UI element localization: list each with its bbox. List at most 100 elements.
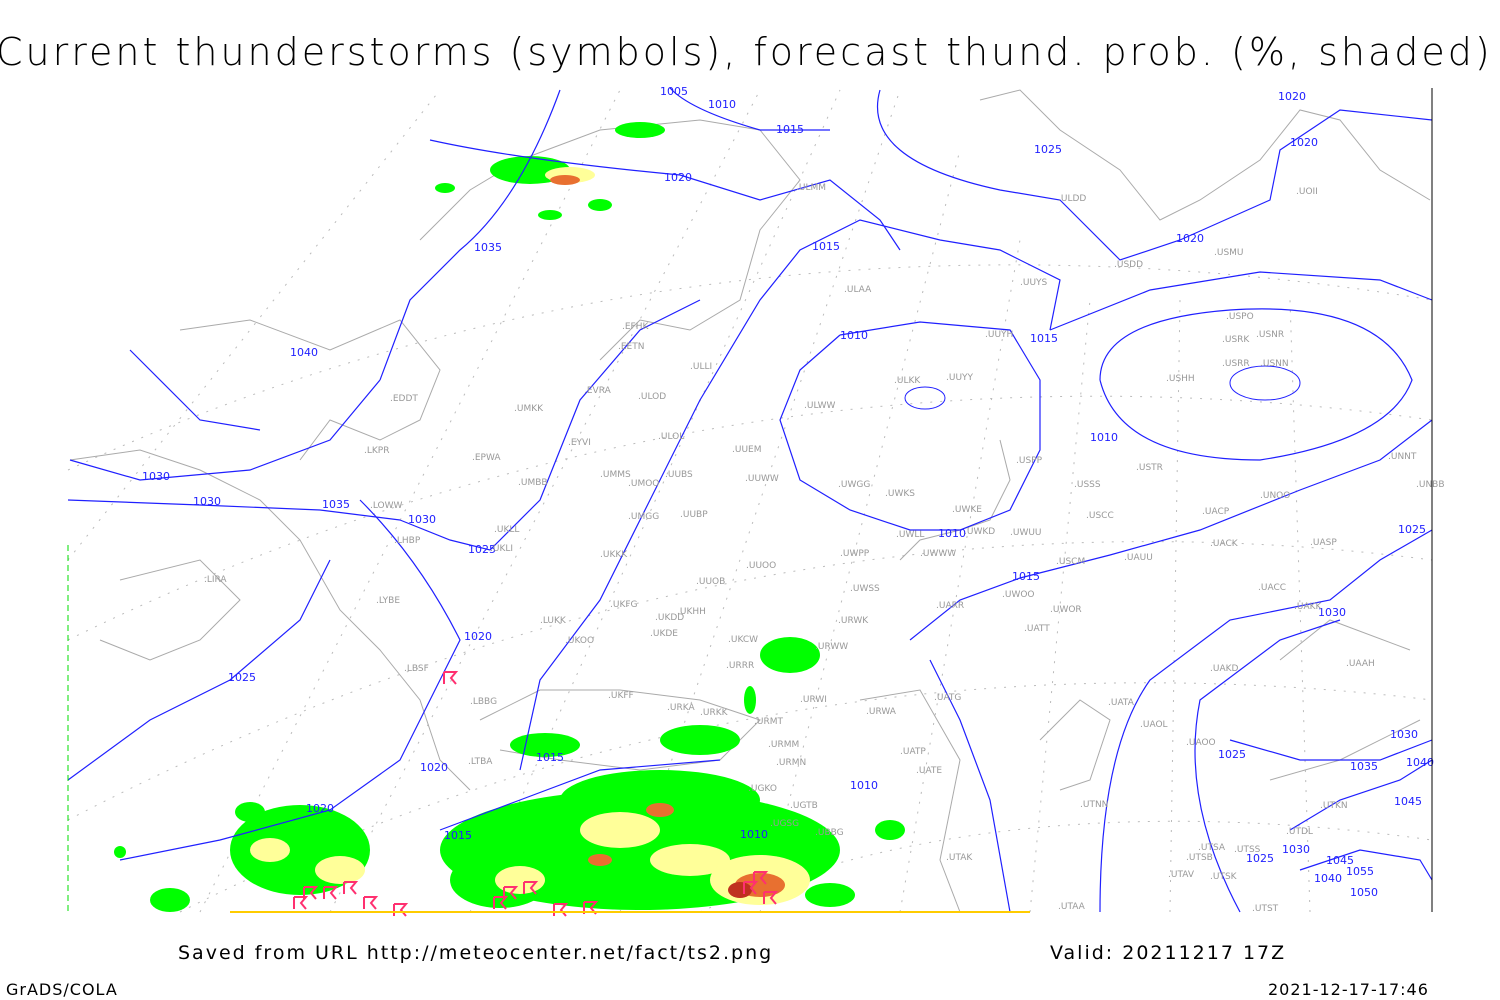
isobar-label: 1035 bbox=[1350, 760, 1378, 773]
isobar-label: 1020 bbox=[306, 802, 334, 815]
isobar-label: 1030 bbox=[408, 513, 436, 526]
isobar-label: 1025 bbox=[1034, 143, 1062, 156]
coastline bbox=[859, 689, 961, 913]
station-label: .URWW bbox=[815, 642, 848, 652]
station-label: .UTAK bbox=[946, 853, 973, 863]
station-label: .UKKK bbox=[600, 550, 628, 560]
thunderstorm-symbol bbox=[743, 881, 759, 895]
probability-area bbox=[615, 122, 665, 138]
probability-area bbox=[315, 856, 365, 884]
isobar-label: 1025 bbox=[1398, 523, 1426, 536]
isobar-label: 1020 bbox=[664, 171, 692, 184]
isobar-label: 1030 bbox=[193, 495, 221, 508]
isobar-line bbox=[399, 299, 701, 551]
coastline bbox=[99, 559, 241, 661]
station-label: .UGSG bbox=[770, 819, 799, 829]
station-label: .UMKK bbox=[514, 404, 544, 414]
graticule-line bbox=[899, 239, 1021, 913]
isobar-label: 1005 bbox=[660, 85, 688, 98]
station-label: .UASP bbox=[1310, 538, 1337, 548]
station-label: .EDDT bbox=[390, 394, 418, 404]
station-label: .UAOO bbox=[1186, 738, 1216, 748]
probability-area bbox=[660, 725, 740, 755]
isobar-label: 1020 bbox=[464, 630, 492, 643]
station-label: .URKK bbox=[700, 708, 729, 718]
station-label: .UWWW bbox=[920, 549, 956, 559]
probability-area bbox=[588, 854, 612, 866]
isobar-label: 1035 bbox=[474, 241, 502, 254]
isobar-label: 1015 bbox=[776, 123, 804, 136]
isobar-label: 1015 bbox=[812, 240, 840, 253]
isobar-label: 1020 bbox=[1278, 90, 1306, 103]
station-label: .USCM bbox=[1056, 557, 1085, 567]
station-label: .UATE bbox=[916, 766, 942, 776]
station-label: .LBSF bbox=[404, 664, 429, 674]
station-label: .LOWW bbox=[370, 501, 403, 511]
graticule-line bbox=[1289, 299, 1311, 913]
map-title: Current thunderstorms (symbols), forecas… bbox=[0, 30, 1493, 74]
isobar-label: 1030 bbox=[1390, 728, 1418, 741]
isobar-label: 1025 bbox=[1218, 748, 1246, 761]
isobar-label: 1030 bbox=[1318, 606, 1346, 619]
station-label: .ULDD bbox=[1058, 194, 1086, 204]
thunderstorm-symbols bbox=[293, 671, 779, 917]
station-label: .UUYH bbox=[985, 330, 1013, 340]
isobar-label: 1015 bbox=[1030, 332, 1058, 345]
station-label: .USPO bbox=[1226, 312, 1254, 322]
station-label: .UWSS bbox=[850, 584, 880, 594]
station-label: .UWKS bbox=[885, 489, 915, 499]
station-label: .URKA bbox=[667, 703, 695, 713]
station-label: .UWOR bbox=[1050, 605, 1082, 615]
station-label: .UTST bbox=[1252, 904, 1279, 914]
thunderstorm-symbol bbox=[523, 881, 539, 895]
station-label: .UWLL bbox=[896, 530, 924, 540]
station-label: .UGTB bbox=[790, 801, 818, 811]
station-label: .UTSS bbox=[1234, 845, 1261, 855]
station-label: .UMGG bbox=[628, 512, 659, 522]
station-label: .UTSB bbox=[1186, 853, 1213, 863]
station-label: .UUBS bbox=[665, 470, 693, 480]
station-label: .EVRA bbox=[584, 386, 612, 396]
station-label: .UTSA bbox=[1198, 843, 1226, 853]
station-label: .LIRA bbox=[204, 575, 227, 585]
station-label: .UUEM bbox=[732, 445, 762, 455]
isobar-line bbox=[379, 89, 561, 381]
thunderstorm-symbol bbox=[393, 903, 409, 917]
isobar-label: 1010 bbox=[740, 828, 768, 841]
isobar-line bbox=[1049, 271, 1433, 331]
isobar-line bbox=[1229, 739, 1433, 761]
station-label: .UUWW bbox=[745, 474, 779, 484]
coastline bbox=[479, 689, 761, 771]
isobar-line bbox=[1229, 365, 1301, 401]
isobar-line bbox=[1099, 308, 1413, 461]
thunderstorm-symbol bbox=[493, 896, 509, 910]
software-credit: GrADS/COLA bbox=[6, 980, 118, 999]
station-label: .UATA bbox=[1108, 698, 1135, 708]
probability-area bbox=[646, 803, 674, 817]
station-label: .UTSK bbox=[1210, 872, 1238, 882]
station-label: .UKOO bbox=[565, 636, 594, 646]
station-labels: .EFHK .EETN .ULLI .EVRA .ULOD .EDDT .UMKK .EYVI… bbox=[204, 183, 1445, 914]
thunderstorm-symbol bbox=[553, 903, 569, 917]
isobar-label: 1015 bbox=[444, 829, 472, 842]
isobar-line bbox=[67, 499, 401, 521]
isobar-line bbox=[69, 379, 381, 481]
station-label: .URWI bbox=[800, 695, 827, 705]
station-label: .UTAV bbox=[1168, 870, 1195, 880]
station-label: .EPWA bbox=[472, 453, 501, 463]
station-label: .UMOO bbox=[628, 479, 659, 489]
station-label: .ULLI bbox=[690, 362, 712, 372]
station-label: .UNOO bbox=[1260, 491, 1290, 501]
station-label: .UBBG bbox=[815, 828, 844, 838]
isobar-line bbox=[909, 419, 1433, 641]
station-label: .UAKK bbox=[1294, 602, 1323, 612]
station-label: .USDD bbox=[1114, 260, 1143, 270]
station-label: .UACK bbox=[1210, 539, 1239, 549]
station-label: .UARR bbox=[936, 601, 964, 611]
isobar-label: 1025 bbox=[1246, 852, 1274, 865]
isobar-line bbox=[1299, 849, 1433, 881]
station-label: .UKFF bbox=[608, 691, 634, 701]
station-label: .UKLI bbox=[490, 544, 513, 554]
station-label: .UAAH bbox=[1346, 659, 1375, 669]
graticule-line bbox=[67, 395, 1433, 641]
